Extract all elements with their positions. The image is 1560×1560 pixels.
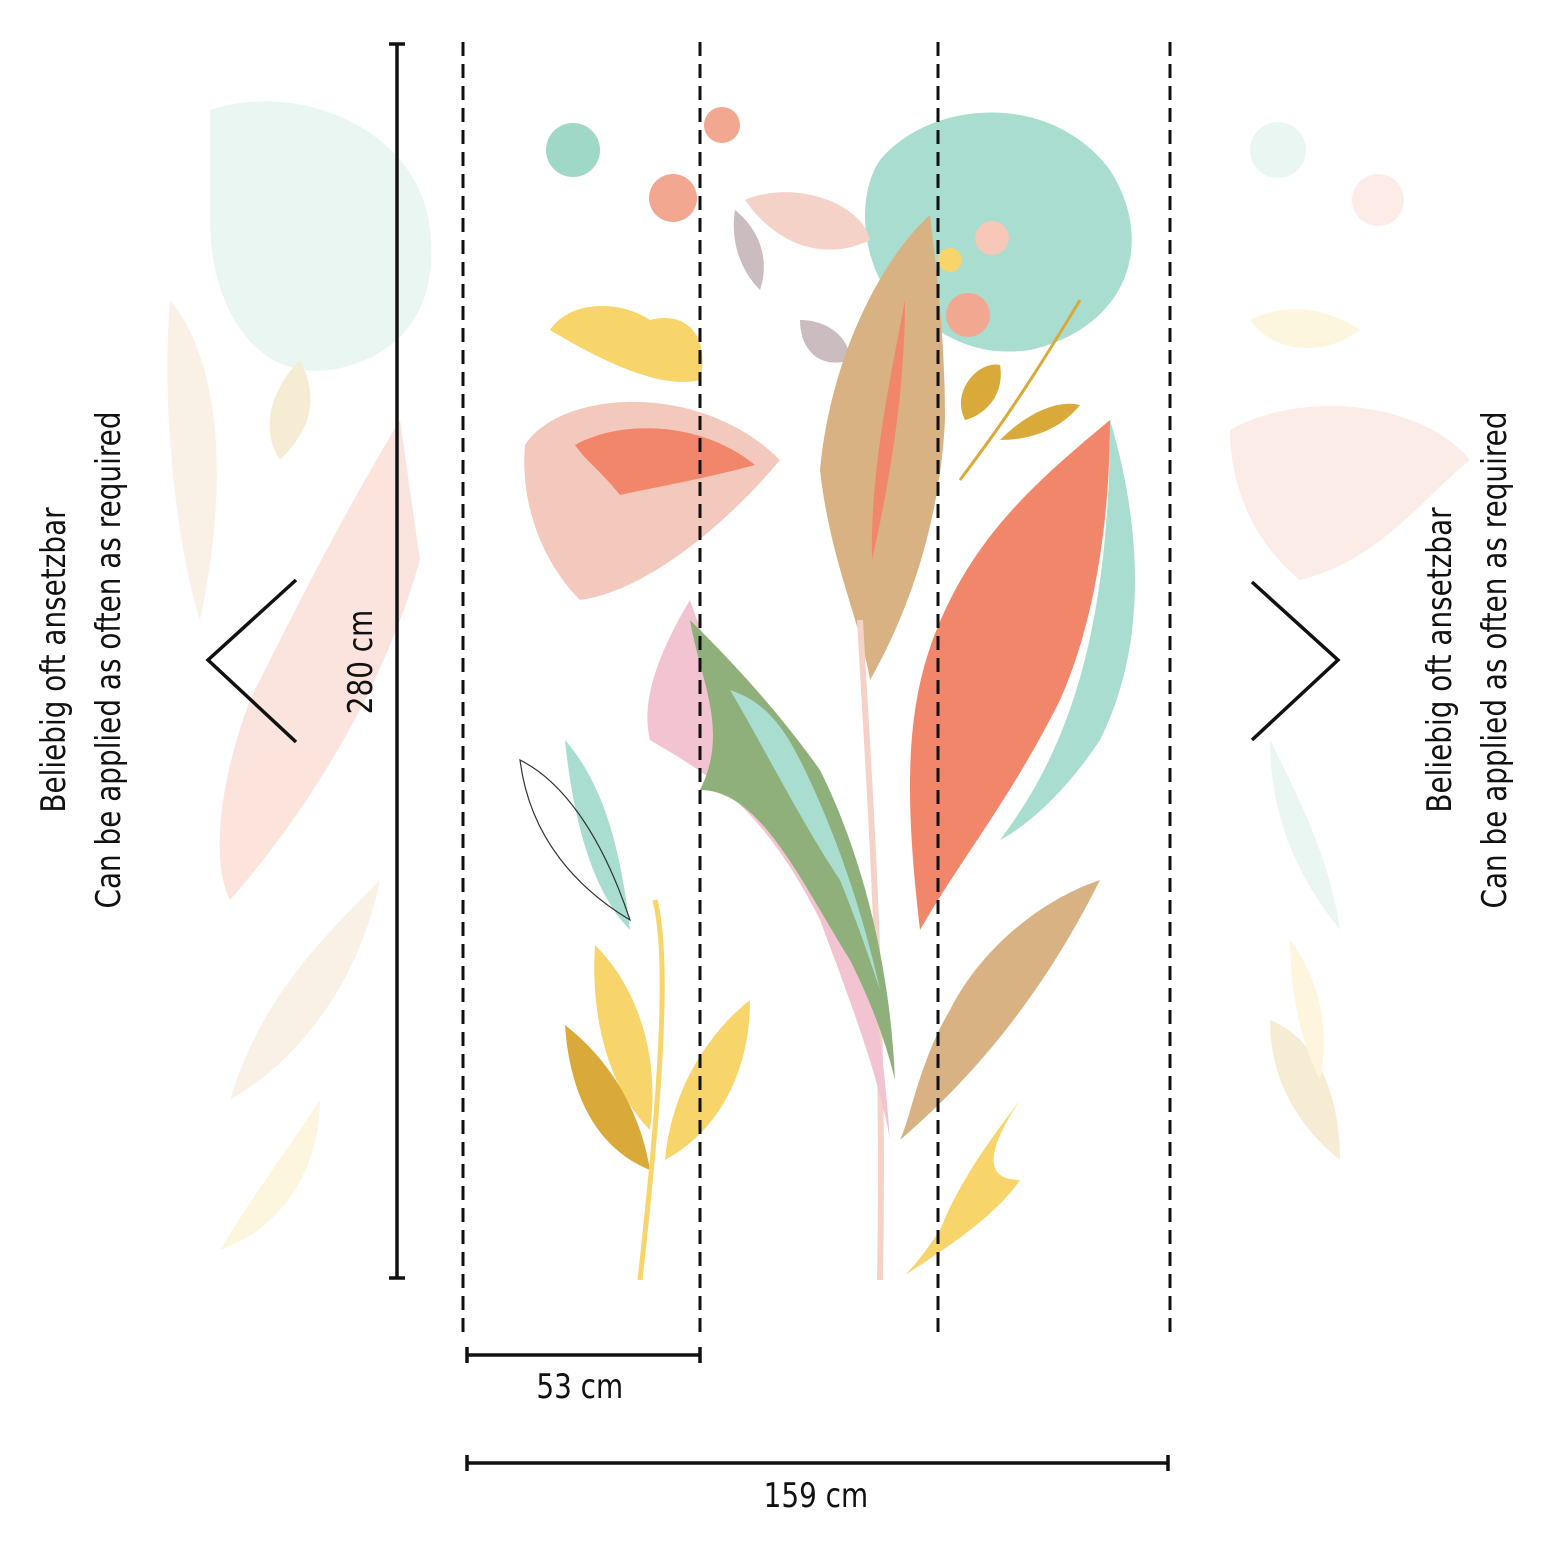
decoration xyxy=(594,945,653,1130)
decoration xyxy=(546,123,600,177)
decoration xyxy=(958,299,1082,481)
decoration xyxy=(1270,740,1340,930)
decoration xyxy=(1250,122,1306,178)
right-note: Beliebig oft ansetzbar Can be applied as… xyxy=(1420,411,1514,908)
decoration xyxy=(1000,403,1080,440)
panel-width-dimension xyxy=(465,1347,702,1363)
decoration xyxy=(519,758,632,922)
note-line: Can be applied as often as required xyxy=(89,411,128,908)
decoration xyxy=(960,364,1001,420)
note-line: Beliebig oft ansetzbar xyxy=(34,507,73,812)
decoration xyxy=(649,174,697,222)
decoration xyxy=(704,107,740,143)
decoration xyxy=(800,320,850,363)
decoration xyxy=(637,899,665,1281)
height-dimension xyxy=(389,42,405,1280)
decoration xyxy=(910,420,1110,930)
decoration xyxy=(230,880,380,1100)
decoration xyxy=(210,101,432,371)
left-note: Beliebig oft ansetzbar Can be applied as… xyxy=(34,411,128,908)
panel-width-label: 53 cm xyxy=(536,1367,623,1406)
decoration xyxy=(1250,309,1360,349)
decoration xyxy=(1000,420,1135,840)
decoration xyxy=(565,740,630,930)
left-chevron xyxy=(205,578,298,744)
decoration xyxy=(871,300,905,560)
decoration xyxy=(1290,940,1324,1080)
decoration xyxy=(975,221,1009,255)
decoration xyxy=(550,306,703,382)
faded-right-pattern xyxy=(1230,122,1470,1160)
note-line: Beliebig oft ansetzbar xyxy=(1420,507,1459,812)
decoration xyxy=(946,293,990,337)
total-width-dimension xyxy=(465,1455,1170,1471)
height-label: 280 cm xyxy=(341,610,380,715)
decoration xyxy=(665,1000,750,1160)
decoration xyxy=(647,600,890,1140)
right-chevron xyxy=(1250,580,1341,742)
botanical-artwork xyxy=(519,107,1135,1281)
decoration xyxy=(745,192,870,250)
decoration xyxy=(1352,174,1404,226)
decoration xyxy=(269,360,311,460)
decoration xyxy=(857,619,884,1281)
decoration xyxy=(690,620,895,1080)
decoration xyxy=(220,1100,320,1250)
decoration xyxy=(1270,1020,1340,1160)
decoration xyxy=(575,428,755,495)
decoration xyxy=(1230,406,1470,580)
decoration xyxy=(167,300,217,620)
decoration xyxy=(733,210,764,290)
decoration xyxy=(565,1025,650,1170)
decoration xyxy=(900,880,1100,1140)
decoration xyxy=(219,420,420,900)
decoration xyxy=(905,1100,1020,1275)
faded-left-pattern xyxy=(167,101,432,1250)
note-line: Can be applied as often as required xyxy=(1475,411,1514,908)
total-width-label: 159 cm xyxy=(764,1476,869,1515)
decoration xyxy=(938,248,962,272)
